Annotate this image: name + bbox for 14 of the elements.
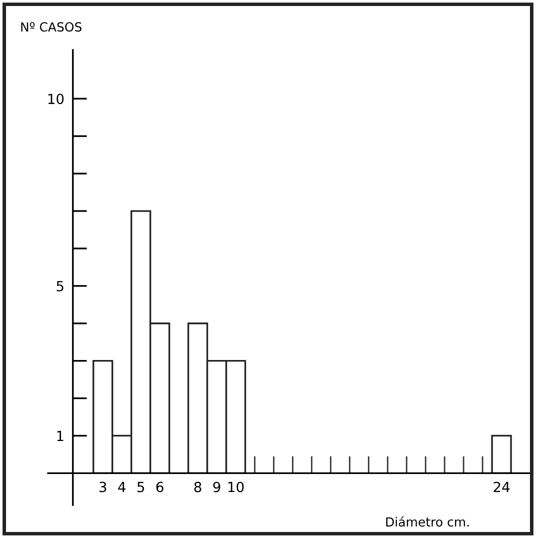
x-tick-label: 4 (118, 482, 126, 492)
x-tick-label: 10 (228, 482, 244, 492)
y-tick-label: 5 (56, 281, 64, 292)
y-tick-label: 1 (57, 430, 64, 441)
x-tick-label: 5 (137, 482, 144, 492)
x-tick-label: 24 (494, 482, 510, 492)
x-axis-title: Diámetro cm. (386, 516, 469, 527)
x-tick-label: 6 (156, 482, 164, 492)
y-tick-label: 10 (48, 94, 64, 104)
x-tick-label: 3 (100, 482, 106, 492)
x-tick-label: 9 (213, 482, 220, 492)
x-tick-label: 8 (194, 482, 202, 492)
bar (491, 434, 512, 474)
y-axis-title: Nº CASOS (21, 22, 82, 32)
